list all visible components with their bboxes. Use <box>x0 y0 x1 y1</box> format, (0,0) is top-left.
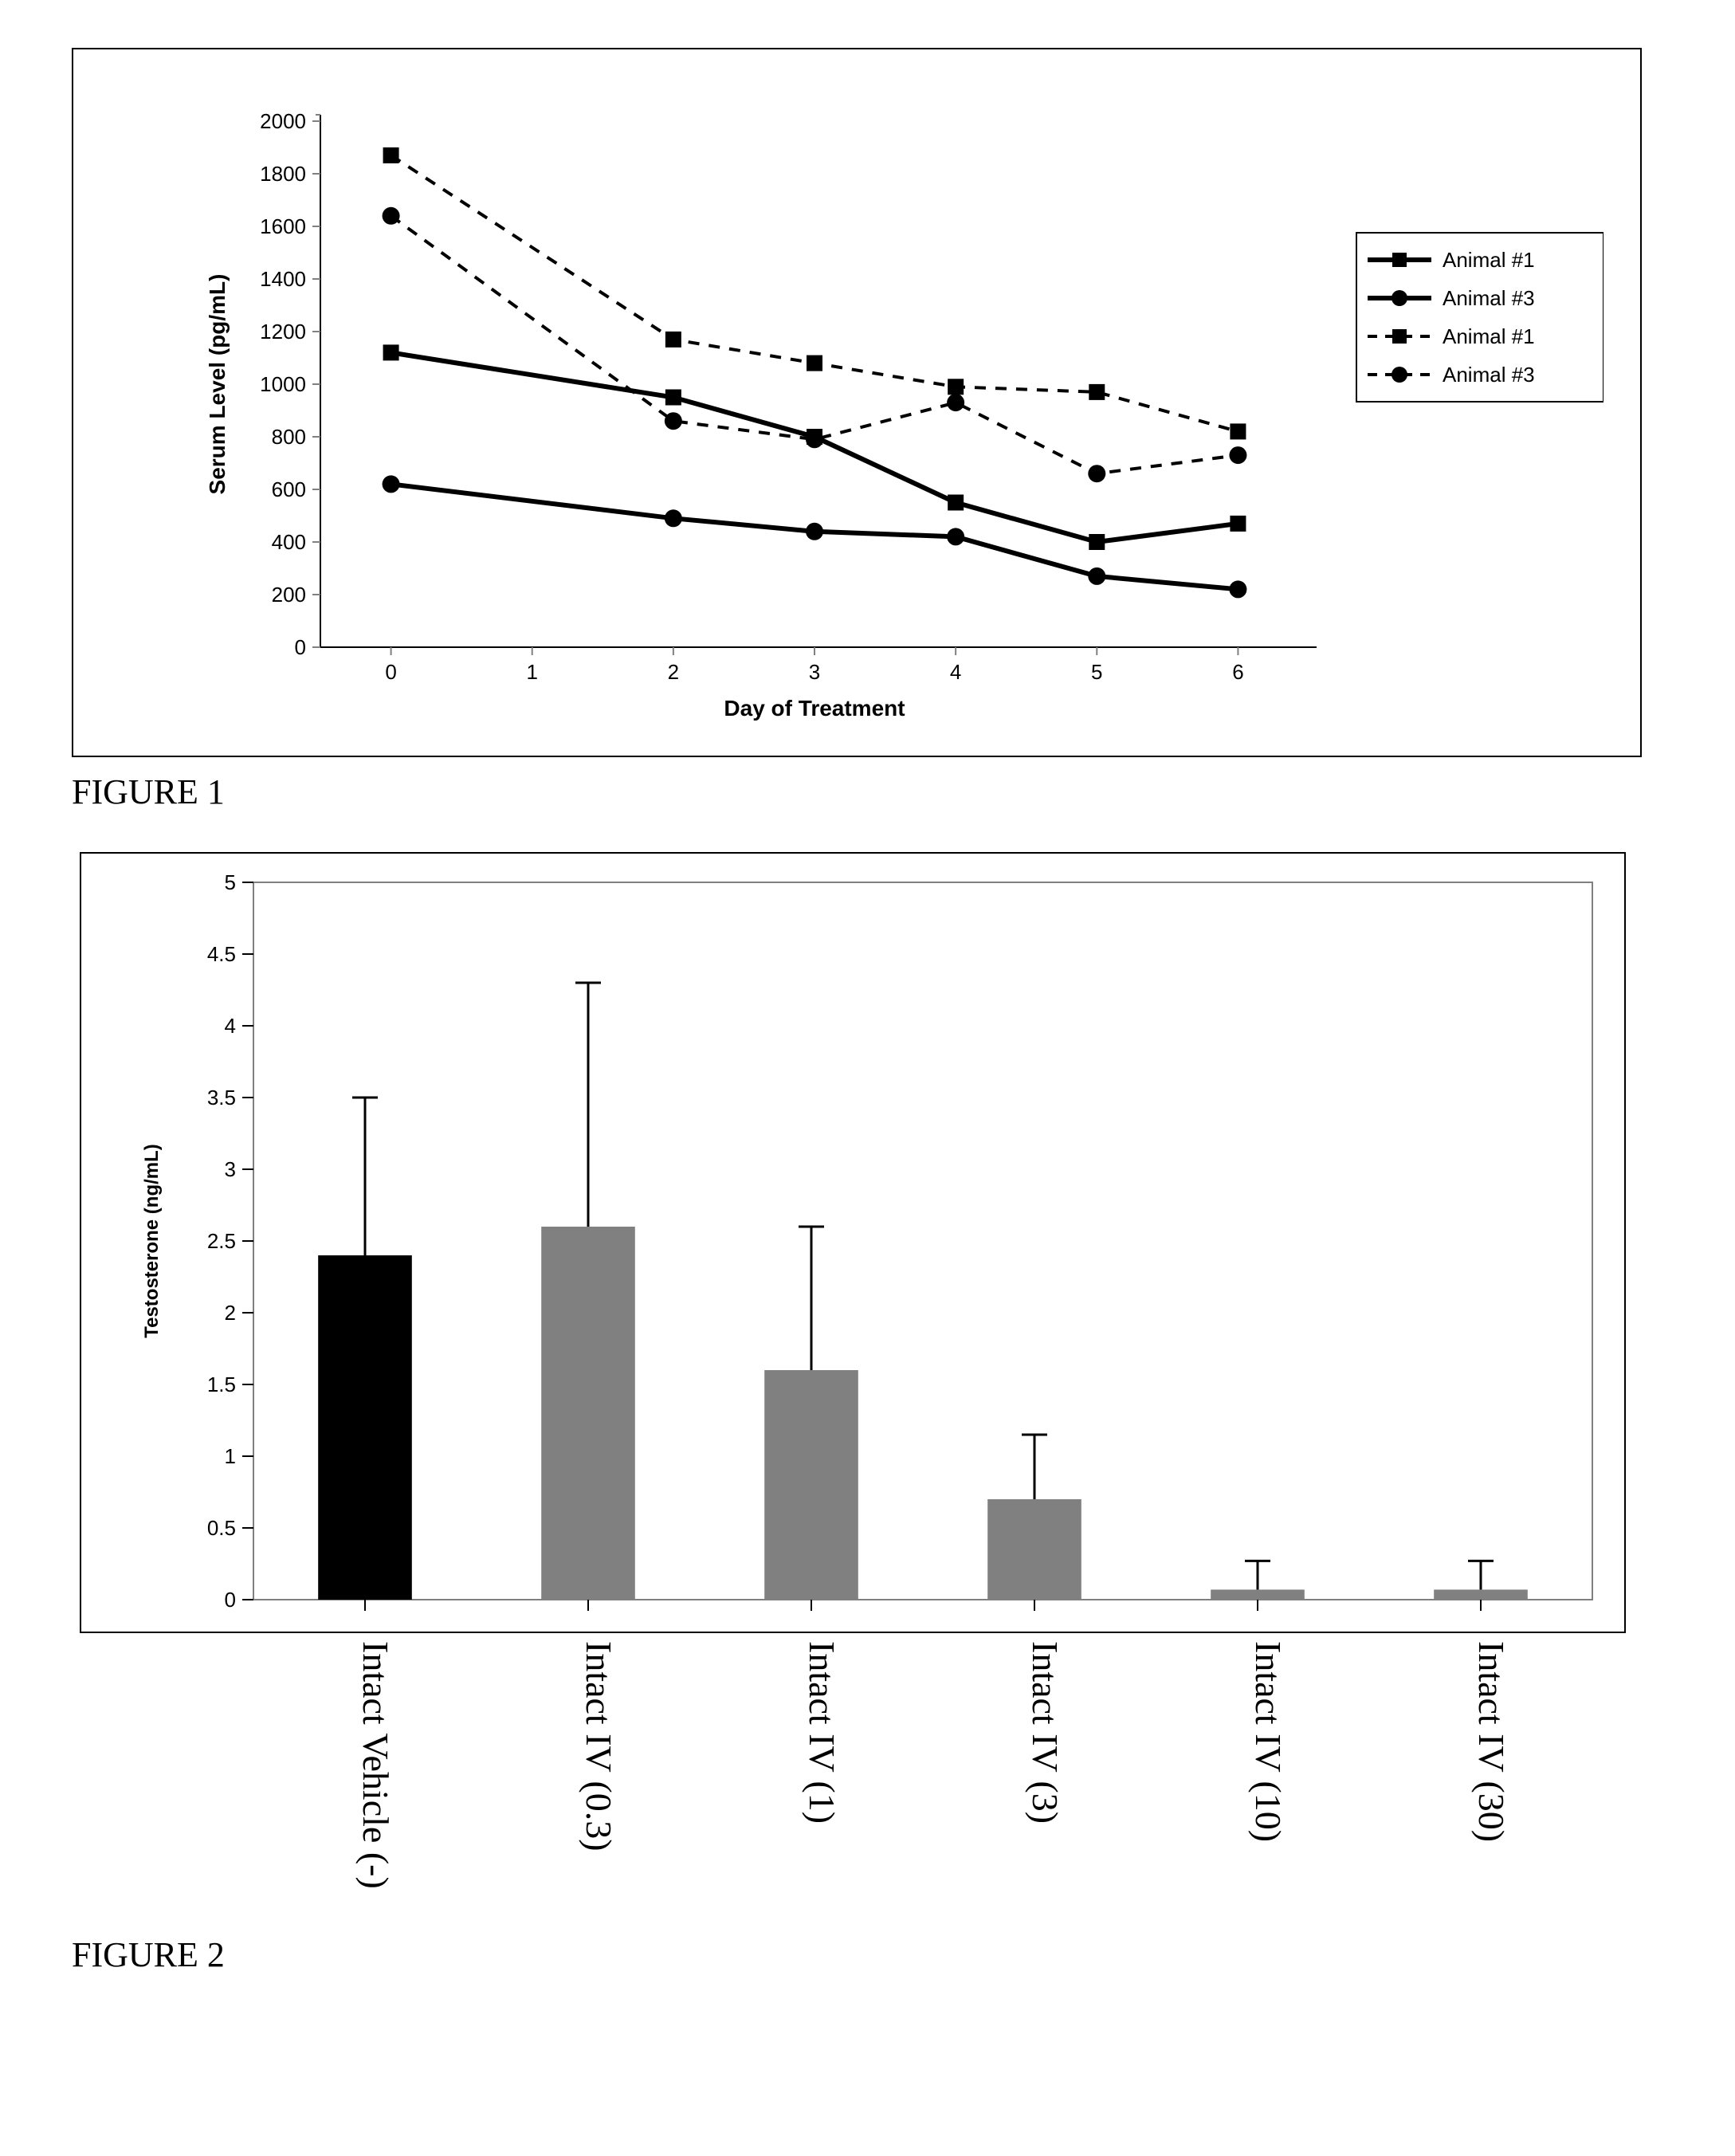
figure-1-caption: FIGURE 1 <box>72 772 1663 812</box>
svg-text:4: 4 <box>225 1014 236 1038</box>
svg-text:Serum Level (pg/mL): Serum Level (pg/mL) <box>205 274 230 495</box>
svg-text:Animal #1: Animal #1 <box>1443 248 1535 272</box>
svg-text:2000: 2000 <box>260 109 306 133</box>
svg-text:800: 800 <box>272 425 306 449</box>
figure-2-category-label: Intact IV (1) <box>803 1641 843 1912</box>
svg-text:0: 0 <box>385 660 396 684</box>
svg-text:6: 6 <box>1232 660 1243 684</box>
svg-text:1800: 1800 <box>260 162 306 186</box>
svg-text:1: 1 <box>225 1444 236 1468</box>
figure-2-caption: FIGURE 2 <box>72 1934 1663 1975</box>
svg-text:Animal #3: Animal #3 <box>1443 363 1535 387</box>
figure-2-chart: 0 0.5 1 1.5 2 2.5 3 3.5 4 4.5 5 Testosterone (ng/mL… <box>94 866 1615 1622</box>
svg-text:1400: 1400 <box>260 267 306 291</box>
figure-2-category-label: Intact IV (0.3) <box>580 1641 620 1912</box>
figure-2-x-labels: Intact Vehicle (-) Intact IV (0.3) Intact … <box>80 1633 1626 1920</box>
svg-text:3: 3 <box>809 660 820 684</box>
svg-text:1600: 1600 <box>260 214 306 238</box>
svg-text:4: 4 <box>950 660 961 684</box>
svg-text:1.5: 1.5 <box>207 1373 236 1396</box>
svg-text:3.5: 3.5 <box>207 1086 236 1109</box>
svg-text:1000: 1000 <box>260 372 306 396</box>
svg-text:1200: 1200 <box>260 320 306 344</box>
figure-2-panel: 0 0.5 1 1.5 2 2.5 3 3.5 4 4.5 5 Testosterone (ng/mL… <box>80 852 1626 1633</box>
svg-text:5: 5 <box>225 870 236 894</box>
svg-text:0: 0 <box>295 635 306 659</box>
svg-text:4.5: 4.5 <box>207 942 236 966</box>
svg-text:2: 2 <box>225 1301 236 1325</box>
svg-text:1: 1 <box>526 660 537 684</box>
svg-text:2.5: 2.5 <box>207 1229 236 1253</box>
svg-text:Animal #1: Animal #1 <box>1443 324 1535 348</box>
figure-1-chart: 0 200 400 600 800 1000 1200 1400 1600 1800 2000 0 1 2… <box>97 73 1604 727</box>
svg-text:5: 5 <box>1091 660 1102 684</box>
figure-2-category-label: Intact IV (3) <box>1026 1641 1066 1912</box>
figure-2-category-label: Intact Vehicle (-) <box>357 1641 397 1912</box>
svg-text:200: 200 <box>272 583 306 607</box>
figure-2-category-label: Intact IV (30) <box>1473 1641 1513 1912</box>
figure-1-panel: 0 200 400 600 800 1000 1200 1400 1600 1800 2000 0 1 2… <box>72 48 1642 757</box>
svg-text:3: 3 <box>225 1157 236 1181</box>
svg-text:Testosterone (ng/mL): Testosterone (ng/mL) <box>141 1144 163 1338</box>
svg-text:400: 400 <box>272 530 306 554</box>
svg-text:0: 0 <box>225 1588 236 1612</box>
page: 0 200 400 600 800 1000 1200 1400 1600 1800 2000 0 1 2… <box>0 0 1735 2156</box>
svg-text:600: 600 <box>272 477 306 501</box>
svg-text:2: 2 <box>668 660 679 684</box>
svg-text:Animal #3: Animal #3 <box>1443 286 1535 310</box>
figure-2-category-label: Intact IV (10) <box>1250 1641 1289 1912</box>
svg-text:Day of Treatment: Day of Treatment <box>724 696 905 721</box>
svg-text:0.5: 0.5 <box>207 1516 236 1540</box>
